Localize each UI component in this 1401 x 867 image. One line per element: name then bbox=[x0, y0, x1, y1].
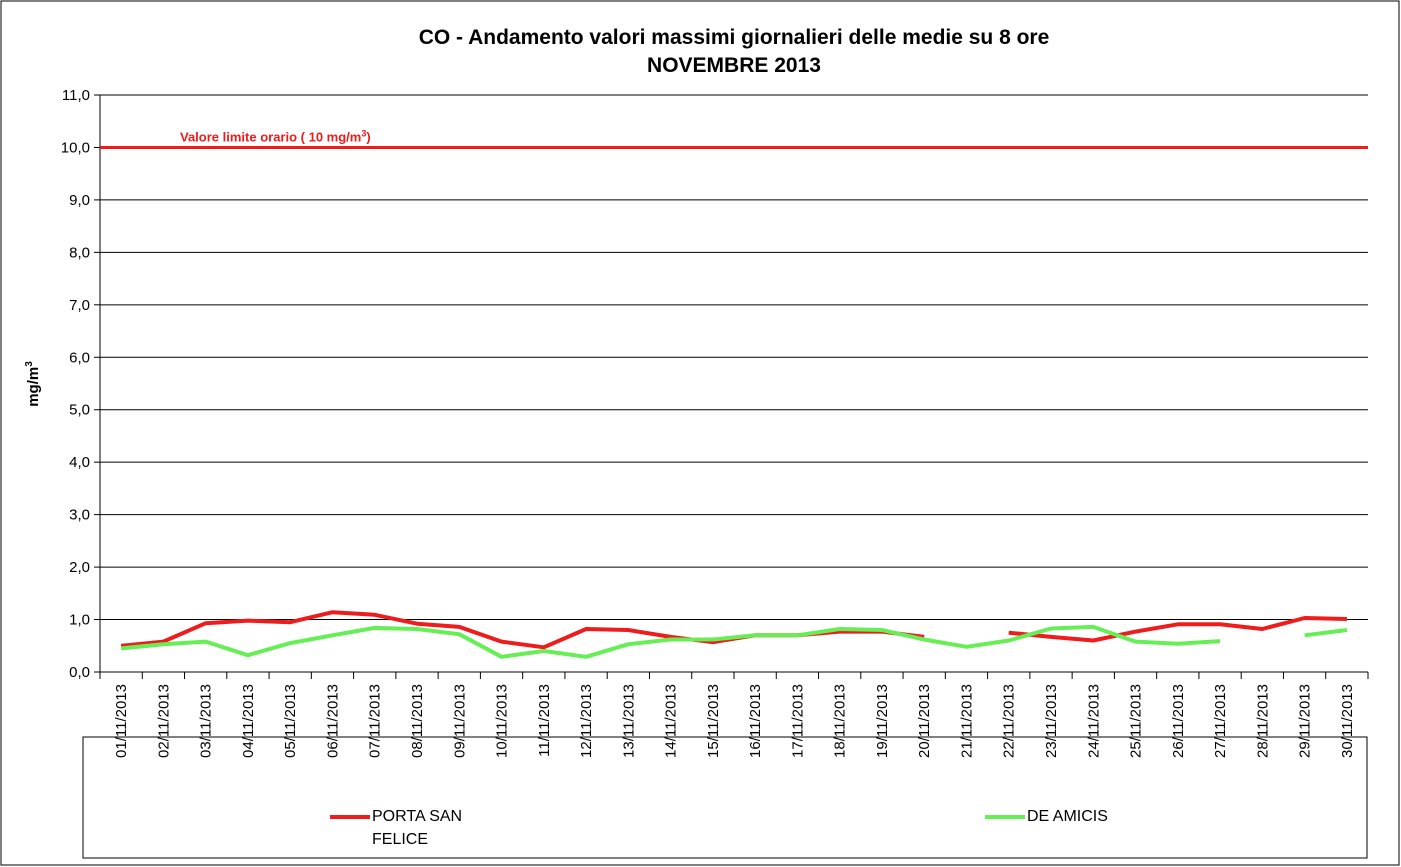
x-tick-label: 01/11/2013 bbox=[113, 684, 130, 758]
x-tick-label: 15/11/2013 bbox=[705, 684, 722, 758]
y-tick-label: 6,0 bbox=[69, 349, 90, 366]
limit-label-text: Valore limite orario ( 10 mg/m bbox=[180, 129, 361, 144]
y-tick-label: 9,0 bbox=[69, 192, 90, 209]
y-tick-label: 3,0 bbox=[69, 507, 90, 524]
y-axis-label-sup: 3 bbox=[24, 361, 35, 367]
x-tick-label: 16/11/2013 bbox=[747, 684, 764, 758]
chart-title: CO - Andamento valori massimi giornalier… bbox=[419, 26, 1050, 49]
series-line bbox=[120, 624, 1348, 659]
x-tick-label: 30/11/2013 bbox=[1339, 684, 1356, 758]
limit-label-end: ) bbox=[366, 129, 370, 144]
x-tick-label: 05/11/2013 bbox=[282, 684, 299, 758]
x-tick-label: 14/11/2013 bbox=[663, 684, 680, 758]
legend-box bbox=[82, 736, 1368, 859]
x-tick-label: 22/11/2013 bbox=[1001, 684, 1018, 758]
y-tick-label: 11,0 bbox=[62, 87, 90, 104]
x-tick-label: 21/11/2013 bbox=[958, 684, 975, 758]
y-axis-label-text: mg/m bbox=[25, 367, 42, 407]
x-tick-label: 19/11/2013 bbox=[874, 684, 891, 758]
legend-label: DE AMICIS bbox=[1027, 808, 1108, 825]
y-tick-label: 1,0 bbox=[69, 612, 90, 629]
x-tick-label: 11/11/2013 bbox=[536, 684, 553, 757]
y-tick-label: 4,0 bbox=[69, 454, 90, 471]
x-tick-label: 04/11/2013 bbox=[240, 684, 257, 758]
x-tick-label: 07/11/2013 bbox=[367, 684, 384, 758]
y-tick-label: 2,0 bbox=[69, 559, 90, 576]
x-tick-label: 29/11/2013 bbox=[1297, 684, 1314, 758]
limit-label: Valore limite orario ( 10 mg/m3) bbox=[180, 128, 371, 144]
y-tick-label: 7,0 bbox=[69, 297, 90, 314]
y-axis-label: mg/m3 bbox=[24, 361, 42, 407]
x-tick-label: 24/11/2013 bbox=[1085, 684, 1102, 758]
x-tick-label: 23/11/2013 bbox=[1043, 684, 1060, 758]
x-tick-label: 09/11/2013 bbox=[451, 684, 468, 758]
x-tick-label: 20/11/2013 bbox=[916, 684, 933, 758]
x-tick-label: 08/11/2013 bbox=[409, 684, 426, 758]
x-tick-label: 27/11/2013 bbox=[1212, 684, 1229, 758]
x-tick-label: 10/11/2013 bbox=[494, 684, 511, 758]
x-tick-label: 03/11/2013 bbox=[198, 684, 215, 758]
x-tick-label: 13/11/2013 bbox=[620, 684, 637, 758]
x-tick-label: 02/11/2013 bbox=[155, 684, 172, 758]
y-tick-label: 10,0 bbox=[61, 139, 90, 156]
x-tick-label: 17/11/2013 bbox=[789, 684, 806, 758]
x-tick-label: 18/11/2013 bbox=[832, 684, 849, 758]
y-tick-label: 5,0 bbox=[69, 402, 90, 419]
y-tick-label: 0,0 bbox=[69, 664, 90, 681]
x-tick-label: 26/11/2013 bbox=[1170, 684, 1187, 758]
x-tick-label: 28/11/2013 bbox=[1254, 684, 1271, 758]
x-tick-label: 25/11/2013 bbox=[1128, 684, 1145, 758]
y-tick-label: 8,0 bbox=[69, 244, 90, 261]
chart-subtitle: NOVEMBRE 2013 bbox=[647, 54, 821, 77]
x-tick-label: 12/11/2013 bbox=[578, 684, 595, 758]
x-tick-label: 06/11/2013 bbox=[324, 684, 341, 758]
limit-label-sup: 3 bbox=[361, 128, 366, 138]
legend-label: PORTA SAN FELICE bbox=[372, 808, 463, 848]
